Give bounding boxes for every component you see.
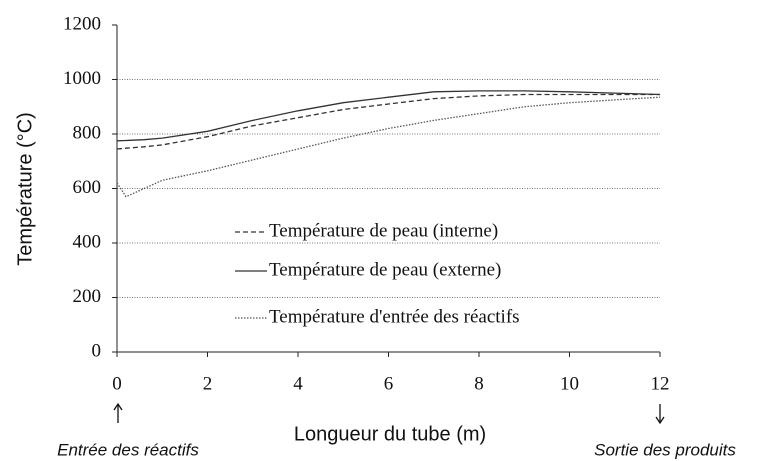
- annotation: Sortie des produits: [594, 440, 736, 459]
- line-series: [116, 90, 661, 142]
- y-tick-label: 0: [92, 340, 102, 361]
- legend-label: Température de peau (interne): [269, 220, 498, 241]
- x-axis-label: Longueur du tube (m): [294, 423, 486, 445]
- annotation: Entrée des réactifs: [57, 440, 199, 459]
- x-tick-label: 12: [651, 373, 670, 394]
- x-tick-label: 2: [203, 373, 213, 394]
- y-tick-label: 400: [73, 231, 102, 252]
- legend-label: Température de peau (externe): [269, 259, 501, 280]
- y-tick-label: 1000: [63, 68, 101, 89]
- line-series: [116, 96, 661, 198]
- x-tick-label: 6: [384, 373, 394, 394]
- x-tick-label: 4: [293, 373, 303, 394]
- y-tick-label: 1200: [63, 13, 101, 34]
- arrow: [113, 402, 123, 423]
- y-tick-label: 800: [73, 122, 102, 143]
- y-tick-label: 200: [73, 286, 102, 307]
- legend-label: Température d'entrée des réactifs: [269, 306, 520, 327]
- x-tick-label: 0: [112, 373, 122, 394]
- y-axis-label: Température (°C): [14, 112, 36, 266]
- line-series: [116, 93, 660, 150]
- arrow: [655, 404, 665, 425]
- x-tick-label: 8: [474, 373, 484, 394]
- y-tick-label: 600: [73, 177, 102, 198]
- x-tick-label: 10: [560, 373, 579, 394]
